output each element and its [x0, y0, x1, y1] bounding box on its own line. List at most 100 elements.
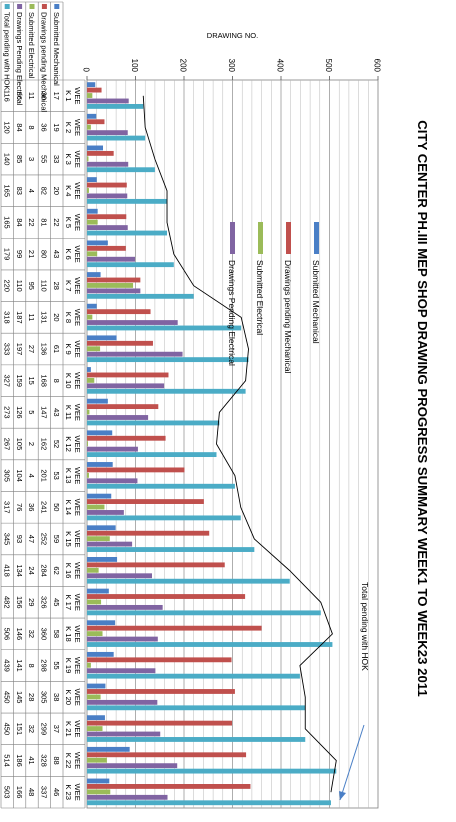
category-label: WEE	[73, 119, 82, 136]
bar	[87, 293, 194, 299]
category-label: K 12	[64, 436, 73, 452]
table-value: 82	[40, 187, 49, 195]
bar	[87, 357, 249, 363]
bar	[87, 599, 102, 605]
bar	[86, 245, 126, 251]
table-value: 33	[52, 155, 61, 163]
bar	[86, 383, 165, 389]
bar	[87, 715, 105, 721]
bar	[87, 689, 235, 694]
bar	[87, 699, 158, 705]
category-label: K 22	[64, 753, 73, 769]
bar	[87, 351, 183, 357]
bar	[87, 325, 242, 331]
bar	[87, 219, 98, 225]
bar	[87, 103, 144, 109]
table-value: 22	[52, 218, 61, 226]
category-label: WEE	[73, 594, 82, 611]
category-label: K 4	[64, 185, 73, 196]
y-tick-label: 300	[227, 59, 236, 73]
table-legend-key	[41, 4, 47, 9]
bar	[87, 594, 246, 599]
table-value: 197	[15, 343, 24, 356]
annotation-arrowhead	[339, 791, 346, 800]
bar	[87, 177, 97, 183]
legend-swatch	[314, 222, 319, 254]
bar	[87, 388, 246, 394]
category-label: WEE	[73, 435, 82, 452]
y-tick-label: 600	[373, 59, 382, 73]
bar	[86, 230, 168, 236]
bar	[87, 562, 225, 568]
table-value: 299	[40, 723, 49, 736]
bar	[87, 452, 217, 458]
table-value: 84	[15, 123, 24, 131]
table-value: 326	[40, 596, 49, 609]
table-value: 110	[40, 280, 49, 292]
bar	[86, 251, 98, 257]
bar	[87, 367, 91, 372]
table-value: 28	[27, 693, 36, 701]
bar	[87, 188, 89, 193]
table-value: 156	[15, 596, 24, 609]
table-value: 179	[2, 248, 11, 261]
table-value: 38	[52, 693, 61, 701]
legend-swatch	[258, 222, 263, 254]
table-value: 298	[40, 659, 49, 672]
bar	[87, 346, 101, 352]
table-value: 120	[2, 121, 11, 134]
bar	[87, 578, 290, 584]
legend-label: Drawings Pending Electrical	[227, 260, 237, 366]
table-value: 36	[40, 123, 49, 131]
bar	[87, 483, 235, 489]
y-tick-label: 400	[276, 59, 285, 73]
bar	[87, 567, 99, 573]
bar	[87, 668, 156, 674]
table-value: 37	[52, 725, 61, 733]
table-value: 29	[27, 598, 36, 606]
bar	[87, 124, 91, 130]
table-value: 110	[15, 280, 24, 292]
category-label: K 21	[64, 721, 73, 737]
table-value: 52	[52, 440, 61, 448]
bar	[87, 556, 118, 562]
category-label: WEE	[73, 689, 82, 706]
table-value: 36	[27, 503, 36, 511]
table-value: 514	[2, 754, 11, 767]
category-label: WEE	[73, 657, 82, 674]
bar	[86, 119, 105, 125]
bar	[86, 377, 95, 383]
legend-swatch	[286, 222, 291, 254]
table-value: 80	[40, 250, 49, 258]
table-value: 273	[2, 406, 11, 419]
y-tick-label: 200	[179, 59, 188, 73]
category-label: WEE	[73, 752, 82, 769]
table-value: 284	[40, 564, 49, 577]
table-value: 85	[15, 155, 24, 163]
bar	[87, 673, 300, 679]
table-value: 506	[2, 628, 11, 641]
y-tick-label: 0	[82, 68, 91, 73]
bar	[86, 82, 96, 88]
bar	[86, 651, 114, 657]
bar	[86, 272, 101, 277]
bar	[87, 256, 136, 262]
bar	[87, 662, 91, 668]
table-value: 47	[27, 535, 36, 543]
bar	[87, 288, 141, 294]
table-value: 4	[27, 474, 36, 478]
table-legend-key	[17, 4, 23, 9]
table-value: 46	[52, 788, 61, 796]
table-value: 15	[27, 377, 36, 385]
category-label: K 10	[64, 373, 73, 389]
bar	[86, 130, 128, 136]
table-value: 317	[2, 501, 11, 514]
bar	[87, 547, 255, 552]
bar	[87, 642, 333, 647]
table-value: 21	[27, 250, 36, 258]
annotation-arrow	[339, 724, 365, 801]
table-value: 105	[15, 438, 24, 451]
table-value: 8	[27, 663, 36, 667]
bar	[87, 135, 146, 141]
category-label: WEE	[73, 625, 82, 642]
